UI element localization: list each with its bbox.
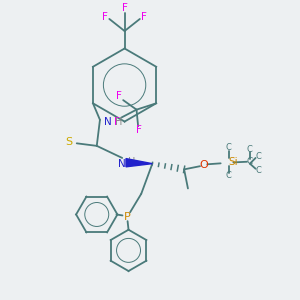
- Text: O: O: [199, 160, 208, 170]
- Text: F: F: [116, 91, 122, 101]
- Text: F: F: [122, 3, 128, 13]
- Text: S: S: [66, 137, 73, 147]
- Text: H: H: [128, 157, 135, 167]
- Text: F: F: [141, 12, 147, 22]
- Text: N: N: [118, 159, 126, 169]
- Text: C: C: [255, 152, 261, 160]
- Text: F: F: [114, 117, 119, 127]
- Text: C: C: [255, 166, 261, 175]
- Text: C: C: [226, 143, 232, 152]
- Text: H: H: [115, 117, 122, 128]
- Polygon shape: [126, 159, 152, 167]
- Text: Si: Si: [228, 157, 238, 167]
- Text: N: N: [104, 117, 112, 128]
- Text: F: F: [102, 12, 108, 22]
- Text: F: F: [136, 125, 142, 135]
- Text: C: C: [226, 171, 232, 180]
- Text: P: P: [124, 212, 131, 222]
- Text: C: C: [247, 145, 253, 154]
- Text: C: C: [247, 157, 253, 166]
